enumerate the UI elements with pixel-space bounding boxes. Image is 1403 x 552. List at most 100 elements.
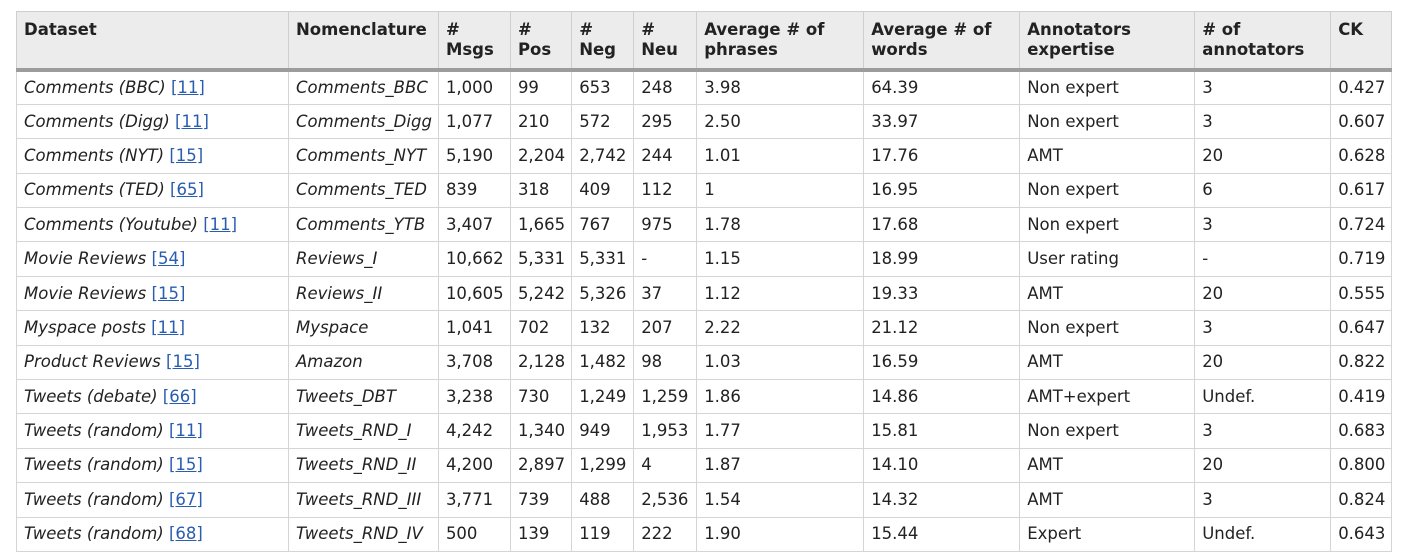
dataset-name: Tweets (random) [24,455,164,475]
header-expertise-line1: Annotators [1027,20,1131,39]
cell-neg: 1,482 [571,344,635,381]
cell-words: 16.95 [863,172,1021,209]
cell-phrases: 1.78 [696,207,865,243]
cell-ck: 0.824 [1330,482,1393,518]
dataset-name: Comments (Digg) [24,111,170,131]
cell-nomenclature: Comments_NYT [288,138,439,174]
citation-link[interactable]: [66] [162,386,197,406]
cell-msgs: 1,077 [437,103,511,140]
cell-phrases: 1.03 [696,344,865,381]
header-dataset-text: Dataset [24,20,97,39]
dataset-name: Product Reviews [24,352,161,372]
citation-link[interactable]: [68] [168,524,203,544]
cell-words: 15.81 [863,413,1021,449]
citation-link[interactable]: [15] [166,352,200,372]
cell-annotators: Undef. [1194,379,1332,415]
dataset-name: Movie Reviews [24,249,147,269]
cell-nomenclature: Comments_YTB [288,207,439,243]
cell-neg: 653 [571,69,635,105]
cell-neg: 5,326 [571,275,635,312]
header-expertise-line2: expertise [1027,40,1115,59]
cell-neu: 2,536 [633,482,698,518]
cell-ck: 0.800 [1330,447,1393,484]
cell-neu: - [633,241,698,277]
cell-expertise: AMT [1019,482,1196,518]
cell-neu: 207 [633,310,698,346]
cell-dataset: Movie Reviews [54] [16,241,289,277]
table-row: Movie Reviews [15] Reviews_II 10,605 5,242 5… [16,275,1393,312]
table-row: Tweets (random) [15] Tweets_RND_II 4,200 2,… [16,447,1393,484]
citation-link[interactable]: [15] [169,145,204,165]
cell-neg: 5,331 [571,241,635,277]
cell-dataset: Comments (TED) [65] [16,172,289,209]
cell-ck: 0.822 [1330,344,1393,381]
cell-ck: 0.617 [1330,172,1393,209]
cell-neu: 244 [633,138,698,174]
header-nomenclature: Nomenclature [288,11,439,72]
cell-neg: 409 [571,172,635,209]
table-header: Dataset Nomenclature # Msgs # Pos # Neg # Ne… [16,11,1393,72]
citation-link[interactable]: [11] [175,111,209,131]
cell-words: 14.86 [863,379,1021,415]
header-msgs: # Msgs [437,11,511,72]
table-row: Tweets (debate) [66] Tweets_DBT 3,238 730 1,… [16,379,1393,415]
cell-dataset: Tweets (debate) [66] [16,379,289,415]
dataset-name: Tweets (random) [24,524,164,544]
citation-link[interactable]: [11] [151,317,186,337]
header-neu: # Neu [633,11,698,72]
cell-annotators: - [1194,241,1332,277]
cell-neu: 98 [633,344,698,381]
cell-msgs: 4,200 [437,447,511,484]
cell-words: 18.99 [863,241,1021,277]
header-nomenclature-text: Nomenclature [296,20,427,39]
cell-dataset: Tweets (random) [11] [16,413,289,449]
cell-ck: 0.719 [1330,241,1393,277]
cell-pos: 318 [509,172,573,209]
cell-neg: 119 [571,516,635,552]
cell-ck: 0.555 [1330,275,1393,312]
cell-words: 14.32 [863,482,1021,518]
cell-neu: 295 [633,103,698,140]
citation-link[interactable]: [65] [170,180,204,200]
cell-phrases: 2.22 [696,310,865,346]
citation-link[interactable]: [11] [168,421,203,441]
cell-neu: 37 [633,275,698,312]
cell-nomenclature: Reviews_II [288,275,439,312]
citation-link[interactable]: [15] [151,283,186,303]
cell-ck: 0.419 [1330,379,1393,415]
citation-link[interactable]: [54] [151,249,186,269]
cell-phrases: 1.15 [696,241,865,277]
header-neu-line2: Neu [641,40,678,59]
cell-annotators: 20 [1194,275,1332,312]
cell-ck: 0.643 [1330,516,1393,552]
cell-neu: 975 [633,207,698,243]
cell-phrases: 1.77 [696,413,865,449]
header-msgs-line1: # [445,20,460,39]
cell-annotators: 3 [1194,69,1332,105]
cell-ck: 0.647 [1330,310,1393,346]
cell-expertise: Non expert [1019,310,1196,346]
cell-neg: 2,742 [571,138,635,174]
citation-link[interactable]: [11] [203,214,238,234]
cell-pos: 5,242 [509,275,573,312]
cell-expertise: AMT+expert [1019,379,1196,415]
cell-dataset: Comments (NYT) [15] [16,138,289,174]
cell-pos: 139 [509,516,573,552]
cell-pos: 702 [509,310,573,346]
header-neu-line1: # [641,20,656,39]
cell-expertise: AMT [1019,275,1196,312]
citation-link[interactable]: [15] [168,455,203,475]
table-row: Comments (NYT) [15] Comments_NYT 5,190 2,20… [16,138,1393,174]
cell-dataset: Myspace posts [11] [16,310,289,346]
header-neg-line2: Neg [579,40,616,59]
cell-phrases: 1.54 [696,482,865,518]
cell-annotators: 3 [1194,413,1332,449]
cell-msgs: 3,238 [437,379,511,415]
cell-nomenclature: Tweets_RND_IV [288,516,439,552]
cell-dataset: Tweets (random) [67] [16,482,289,518]
cell-pos: 1,340 [509,413,573,449]
citation-link[interactable]: [11] [170,77,205,97]
cell-words: 33.97 [863,103,1021,140]
cell-msgs: 500 [437,516,511,552]
citation-link[interactable]: [67] [168,489,203,509]
